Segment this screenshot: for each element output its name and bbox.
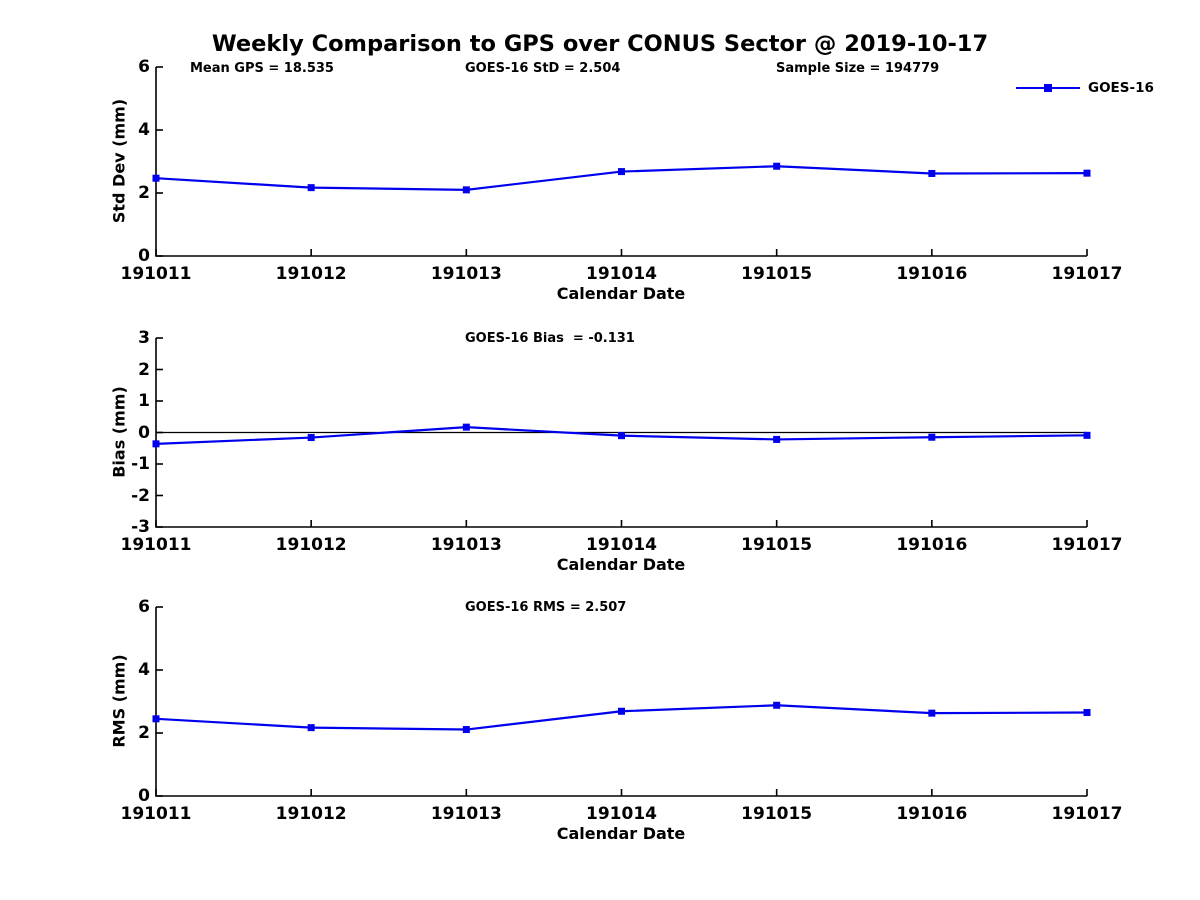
stat-goes16-rms: GOES-16 RMS = 2.507 [465, 600, 627, 615]
bias-ytick-label: 1 [138, 391, 150, 411]
rms-axes [155, 607, 1087, 797]
bias-data-point [618, 432, 625, 440]
bias-xtick-label: 191017 [1051, 535, 1123, 555]
std-dev-xtick-label: 191017 [1051, 264, 1123, 284]
bias-xtick-label: 191013 [430, 535, 502, 555]
rms-data-point [307, 724, 315, 732]
rms-xtick-label: 191013 [430, 804, 502, 824]
rms-data-point [773, 701, 781, 709]
bias-data-point [1083, 431, 1091, 439]
bias-ytick-label: -3 [131, 517, 150, 537]
std-dev-axes [155, 67, 1087, 257]
rms-xtick-label: 191014 [586, 804, 657, 824]
std-dev-ytick-label: 6 [138, 57, 150, 77]
legend-series-label: GOES-16 [1088, 80, 1154, 96]
stat-sample-size: Sample Size = 194779 [776, 61, 940, 76]
std-dev-xtick-label: 191013 [430, 264, 502, 284]
rms-data-point [152, 715, 160, 723]
std-dev-ytick-label: 4 [138, 120, 150, 140]
std-dev-data-point [773, 162, 781, 170]
rms-xtick-label: 191015 [741, 804, 813, 824]
std-dev-data-point [152, 174, 160, 182]
rms-ytick-label: 2 [138, 723, 150, 743]
stat-goes16-std: GOES-16 StD = 2.504 [465, 61, 621, 76]
rms-ytick-label: 4 [138, 660, 150, 680]
std-dev-xtick-label: 191012 [275, 264, 347, 284]
bias-x-axis-label: Calendar Date [556, 555, 686, 574]
rms-xtick-label: 191017 [1051, 804, 1123, 824]
std-dev-data-point [928, 169, 936, 177]
std-dev-ytick-label: 2 [138, 183, 150, 203]
std-dev-data-point [618, 168, 625, 176]
rms-xtick-label: 191016 [896, 804, 968, 824]
bias-data-point [152, 440, 160, 448]
bias-ytick-label: -1 [131, 454, 150, 474]
rms-x-axis-label: Calendar Date [556, 824, 686, 843]
legend-line-sample [1016, 83, 1080, 92]
bias-xtick-label: 191012 [275, 535, 347, 555]
std-dev-xtick-label: 191014 [586, 264, 657, 284]
std-dev-data-point [462, 186, 470, 194]
stddev-x-axis-label: Calendar Date [556, 284, 686, 303]
bias-xtick-label: 191016 [896, 535, 968, 555]
rms-ytick-label: 6 [138, 597, 150, 617]
stddev-y-axis-label: Std Dev (mm) [109, 98, 129, 224]
bias-ytick-label: 2 [138, 359, 150, 380]
bias-data-point [307, 434, 315, 442]
bias-ytick-label: 0 [138, 422, 150, 443]
legend-marker-icon [1044, 83, 1052, 92]
rms-xtick-label: 191011 [120, 804, 192, 824]
std-dev-xtick-label: 191015 [741, 264, 813, 284]
legend: GOES-16 [1016, 80, 1154, 96]
bias-data-point [462, 423, 470, 431]
bias-data-point [928, 433, 936, 441]
figure-title: Weekly Comparison to GPS over CONUS Sect… [211, 31, 989, 57]
bias-ytick-label: -2 [131, 485, 150, 506]
bias-xtick-label: 191014 [586, 535, 657, 555]
bias-ytick-label: 3 [138, 328, 150, 348]
bias-xtick-label: 191011 [120, 535, 192, 555]
bias-xtick-label: 191015 [741, 535, 813, 555]
stat-goes16-bias: GOES-16 Bias = -0.131 [465, 331, 635, 346]
rms-data-point [928, 709, 936, 717]
std-dev-xtick-label: 191011 [120, 264, 192, 284]
std-dev-xtick-label: 191016 [896, 264, 968, 284]
std-dev-ytick-label: 0 [138, 246, 150, 266]
rms-data-point [462, 726, 470, 734]
std-dev-data-point [1083, 169, 1091, 177]
bias-data-point [773, 435, 781, 443]
rms-data-point [618, 707, 625, 715]
stat-mean-gps: Mean GPS = 18.535 [190, 61, 334, 76]
rms-data-point [1083, 709, 1091, 717]
rms-xtick-label: 191012 [275, 804, 347, 824]
std-dev-data-point [307, 184, 315, 192]
rms-ytick-label: 0 [138, 786, 150, 806]
